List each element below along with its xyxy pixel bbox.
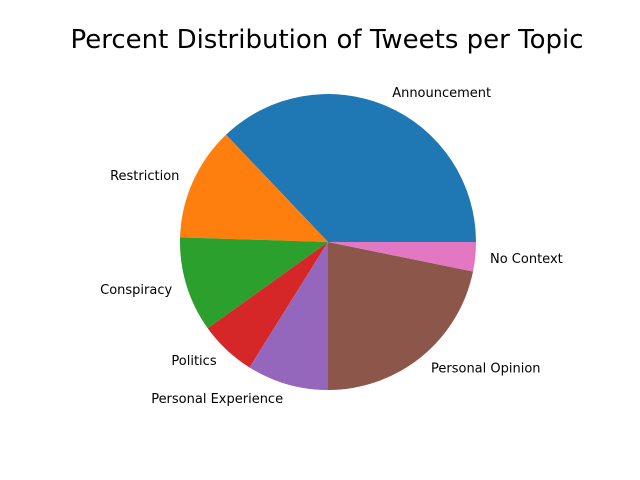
pie-label-announcement: Announcement bbox=[392, 86, 491, 101]
pie-label-no-context: No Context bbox=[490, 252, 563, 267]
pie-label-conspiracy: Conspiracy bbox=[100, 283, 172, 298]
pie-slice-politics bbox=[207, 242, 328, 368]
pie-label-personal-opinion: Personal Opinion bbox=[431, 362, 541, 377]
pie-label-restriction: Restriction bbox=[110, 169, 179, 184]
pie-slice-conspiracy bbox=[179, 237, 328, 329]
pie-slice-personal-experience bbox=[249, 242, 328, 390]
pie-slice-personal-opinion bbox=[328, 242, 474, 390]
pie-slices bbox=[179, 93, 477, 390]
pie-slice-announcement bbox=[226, 93, 477, 242]
chart-title: Percent Distribution of Tweets per Topic bbox=[70, 25, 583, 55]
pie-slice-restriction bbox=[180, 134, 328, 242]
pie-slice-no-context bbox=[328, 242, 476, 272]
pie-label-personal-experience: Personal Experience bbox=[151, 392, 283, 407]
pie-labels: Announcement Restriction Conspiracy Politic… bbox=[100, 86, 563, 407]
pie-label-politics: Politics bbox=[171, 354, 216, 369]
